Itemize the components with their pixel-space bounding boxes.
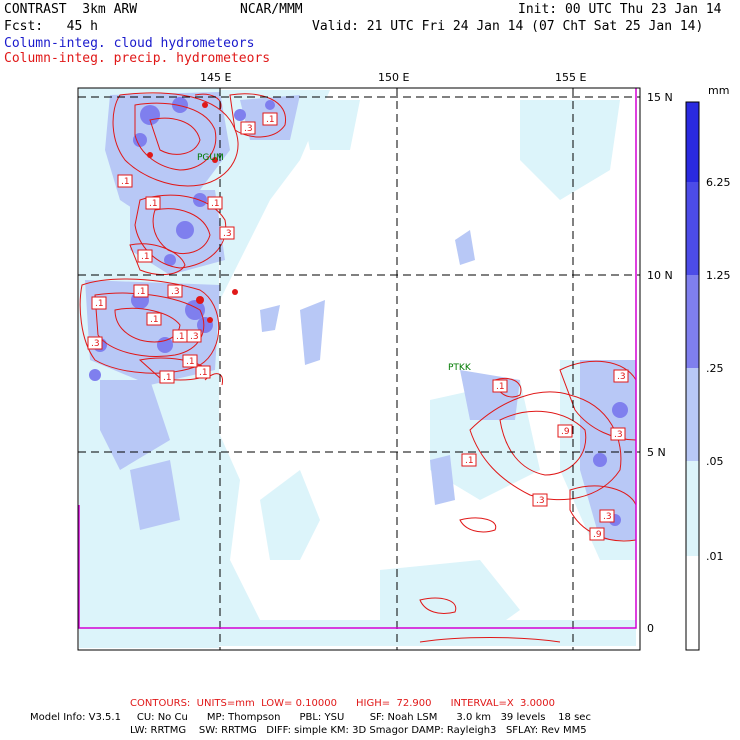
svg-text:.9: .9 bbox=[593, 530, 602, 540]
colorbar-level-0-05: .05 bbox=[706, 455, 724, 468]
svg-text:.1: .1 bbox=[95, 299, 104, 309]
contour-label: .3 bbox=[240, 121, 256, 135]
svg-text:.1: .1 bbox=[163, 373, 172, 383]
colorbar-level-0-01: .01 bbox=[706, 550, 724, 563]
precip-intense bbox=[147, 102, 238, 323]
contour-label: .9 bbox=[557, 424, 573, 438]
contour-label: .1 bbox=[207, 196, 223, 210]
lat-label-10n: 10 N bbox=[647, 269, 673, 282]
forecast-hour: Fcst: 45 h bbox=[4, 19, 98, 34]
lat-label-15n: 15 N bbox=[647, 91, 673, 104]
colorbar-level-1-25: 1.25 bbox=[706, 269, 731, 282]
contour-label: .1 bbox=[117, 174, 133, 188]
contour-labels: .1 .3 .1 .1 .1 .3 .1 .1 .3 .1 .1 .3 .3 .… bbox=[87, 112, 629, 541]
svg-text:.1: .1 bbox=[211, 199, 220, 209]
valid-time: Valid: 21 UTC Fri 24 Jan 14 (07 ChT Sat … bbox=[312, 19, 704, 34]
svg-text:.3: .3 bbox=[171, 287, 180, 297]
contour-label: .1 bbox=[492, 379, 508, 393]
model-info-line1: Model Info: V3.5.1 CU: No Cu MP: Thompso… bbox=[30, 712, 591, 723]
svg-text:.9: .9 bbox=[561, 427, 570, 437]
contour-label: .3 bbox=[186, 329, 202, 343]
svg-text:.1: .1 bbox=[465, 456, 474, 466]
svg-text:.1: .1 bbox=[199, 368, 208, 378]
svg-text:.1: .1 bbox=[176, 332, 185, 342]
domain-boundary bbox=[78, 88, 637, 629]
lon-label-150: 150 E bbox=[378, 71, 410, 84]
svg-text:.1: .1 bbox=[141, 252, 150, 262]
contour-label: .3 bbox=[87, 336, 103, 350]
contour-label: .3 bbox=[599, 509, 615, 523]
contour-label: .1 bbox=[461, 453, 477, 467]
lon-label-155: 155 E bbox=[555, 71, 587, 84]
contour-label: .3 bbox=[167, 284, 183, 298]
contour-label: .1 bbox=[262, 112, 278, 126]
model-title: CONTRAST 3km ARW bbox=[4, 2, 138, 17]
precip-field-legend: Column-integ. precip. hydrometeors bbox=[4, 51, 271, 66]
svg-text:.3: .3 bbox=[244, 124, 253, 134]
contour-label: .1 bbox=[159, 370, 175, 384]
colorbar-unit: mm bbox=[708, 84, 730, 97]
init-time: Init: 00 UTC Thu 23 Jan 14 bbox=[518, 2, 722, 17]
svg-text:.1: .1 bbox=[149, 199, 158, 209]
lon-label-145: 145 E bbox=[200, 71, 232, 84]
cloud-field-legend: Column-integ. cloud hydrometeors bbox=[4, 36, 255, 51]
contour-label: .1 bbox=[91, 296, 107, 310]
svg-text:.1: .1 bbox=[186, 357, 195, 367]
contour-label: .3 bbox=[219, 226, 235, 240]
svg-text:.3: .3 bbox=[536, 496, 545, 506]
svg-text:.1: .1 bbox=[150, 315, 159, 325]
svg-text:.3: .3 bbox=[223, 229, 232, 239]
contour-label: .1 bbox=[145, 196, 161, 210]
svg-text:.1: .1 bbox=[496, 382, 505, 392]
svg-text:.3: .3 bbox=[614, 430, 623, 440]
colorbar bbox=[685, 101, 700, 651]
contour-label: .3 bbox=[613, 369, 629, 383]
contour-label: .1 bbox=[133, 284, 149, 298]
svg-text:.3: .3 bbox=[603, 512, 612, 522]
svg-text:.1: .1 bbox=[137, 287, 146, 297]
svg-text:.3: .3 bbox=[91, 339, 100, 349]
station-label-ptkk: PTKK bbox=[448, 363, 472, 373]
colorbar-level-6-25: 6.25 bbox=[706, 176, 731, 189]
contour-label: .1 bbox=[172, 329, 188, 343]
map-frame bbox=[77, 87, 641, 651]
lat-label-0: 0 bbox=[647, 622, 654, 635]
contour-label: .1 bbox=[137, 249, 153, 263]
contour-label: .3 bbox=[532, 493, 548, 507]
svg-text:.3: .3 bbox=[190, 332, 199, 342]
cloud-shading-medium bbox=[85, 92, 636, 540]
station-label-pgum: PGUM bbox=[197, 153, 224, 163]
contour-label: .1 bbox=[195, 365, 211, 379]
contour-label: .1 bbox=[182, 354, 198, 368]
svg-text:.3: .3 bbox=[617, 372, 626, 382]
lat-label-5n: 5 N bbox=[647, 446, 666, 459]
graticule bbox=[78, 88, 640, 650]
model-info-line2: LW: RRTMG SW: RRTMG DIFF: simple KM: 3D … bbox=[130, 725, 587, 736]
contour-label: .3 bbox=[610, 427, 626, 441]
organization-label: NCAR/MMM bbox=[240, 2, 303, 17]
contour-label: .1 bbox=[146, 312, 162, 326]
svg-text:.1: .1 bbox=[121, 177, 130, 187]
svg-text:.1: .1 bbox=[266, 115, 275, 125]
contour-info: CONTOURS: UNITS=mm LOW= 0.10000 HIGH= 72… bbox=[130, 698, 556, 709]
contour-label: .9 bbox=[589, 527, 605, 541]
colorbar-level-0-25: .25 bbox=[706, 362, 724, 375]
